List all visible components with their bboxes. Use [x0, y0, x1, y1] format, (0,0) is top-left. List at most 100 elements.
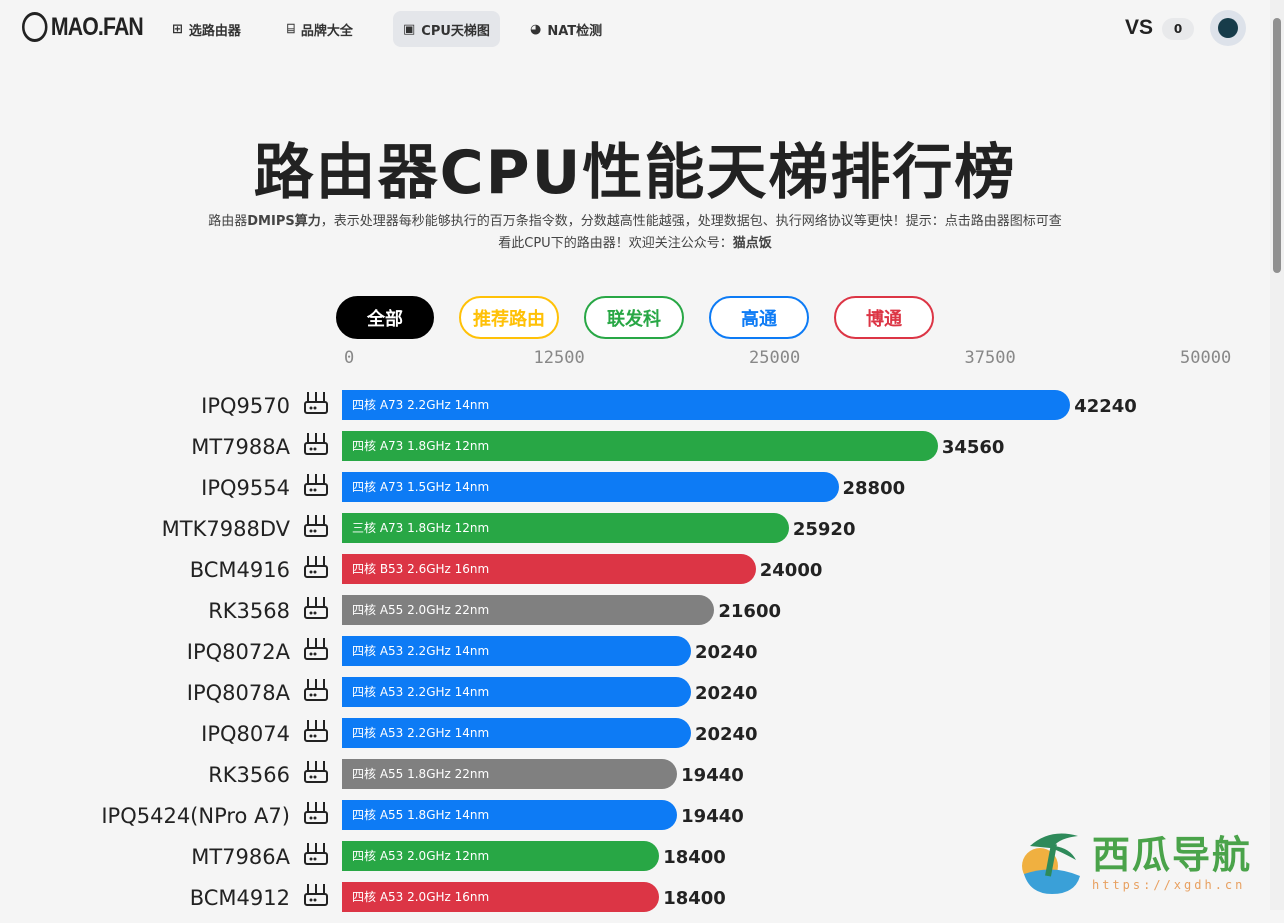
- nav-nat-test[interactable]: ◕ NAT检测: [520, 11, 612, 47]
- cpu-row: MT7986A 四核 A53 2.0GHz 12nm 18400: [0, 841, 1270, 882]
- axis-tick-label: 50000: [1180, 348, 1232, 368]
- axis-tick-label: 25000: [749, 348, 801, 368]
- router-icon[interactable]: [303, 390, 329, 416]
- cpu-name: IPQ8078A: [186, 681, 290, 705]
- cpu-name: IPQ9570: [201, 394, 290, 418]
- cpu-name: RK3566: [208, 763, 290, 787]
- cpu-row: IPQ5424(NPro A7) 四核 A55 1.8GHz 14nm 1944…: [0, 800, 1270, 841]
- axis-tick-label: 12500: [533, 348, 585, 368]
- filter-button[interactable]: 全部: [336, 296, 434, 339]
- cpu-name: IPQ8072A: [186, 640, 290, 664]
- cpu-row: IPQ8072A 四核 A53 2.2GHz 14nm 20240: [0, 636, 1270, 677]
- router-icon[interactable]: [303, 841, 329, 867]
- palm-island-icon: [1022, 833, 1080, 894]
- logo-text: MAO.FAN: [50, 12, 144, 41]
- scrollbar[interactable]: [1270, 0, 1284, 910]
- cpu-name: RK3568: [208, 599, 290, 623]
- axis-tick-label: 0: [344, 348, 355, 368]
- score-label: 28800: [842, 478, 906, 499]
- axis-tick-label: 37500: [964, 348, 1016, 368]
- score-label: 21600: [718, 601, 781, 622]
- filter-button[interactable]: 推荐路由: [459, 296, 559, 339]
- globe-icon: ◕: [530, 21, 542, 37]
- cpu-name: IPQ5424(NPro A7): [101, 804, 290, 828]
- cpu-name: BCM4912: [189, 886, 290, 910]
- nav-label: CPU天梯图: [421, 23, 490, 39]
- cat-logo-icon: [22, 12, 48, 42]
- score-bar[interactable]: 四核 A55 2.0GHz 22nm: [342, 595, 715, 625]
- score-label: 25920: [792, 519, 856, 540]
- router-icon[interactable]: [303, 759, 329, 785]
- score-bar[interactable]: 四核 A53 2.0GHz 16nm: [342, 882, 660, 912]
- filter-button[interactable]: 联发科: [584, 296, 684, 339]
- score-label: 19440: [681, 765, 744, 786]
- page-description: 路由器DMIPS算力，表示处理器每秒能够执行的百万条指令数，分数越高性能越强，处…: [208, 214, 1062, 251]
- router-icon[interactable]: [303, 472, 329, 498]
- router-icon: ⌸: [287, 21, 295, 37]
- watermark-title: 西瓜导航: [1092, 833, 1253, 877]
- score-bar[interactable]: 四核 A55 1.8GHz 22nm: [342, 759, 678, 789]
- score-bar[interactable]: 四核 A53 2.2GHz 14nm: [342, 718, 691, 748]
- score-bar[interactable]: 四核 A73 1.5GHz 14nm: [342, 472, 839, 502]
- cpu-name: MT7986A: [191, 845, 290, 869]
- page-title: 路由器CPU性能天梯排行榜: [253, 138, 1017, 208]
- score-label: 34560: [941, 437, 1005, 458]
- score-bar[interactable]: 四核 A53 2.2GHz 14nm: [342, 636, 691, 666]
- cpu-name: MTK7988DV: [161, 517, 290, 541]
- nav-cpu-ladder[interactable]: ▣ CPU天梯图: [393, 11, 500, 47]
- nav-brands[interactable]: ⌸ 品牌大全: [277, 11, 363, 47]
- vs-count-badge: 0: [1162, 18, 1194, 40]
- score-label: 18400: [663, 888, 726, 909]
- score-label: 42240: [1074, 396, 1137, 417]
- score-bar[interactable]: 三核 A73 1.8GHz 12nm: [342, 513, 789, 543]
- cpu-row: BCM4916 四核 B53 2.6GHz 16nm 24000: [0, 554, 1270, 595]
- cpu-row: MTK7988DV 三核 A73 1.8GHz 12nm 25920: [0, 513, 1270, 554]
- filter-button[interactable]: 博通: [834, 296, 934, 339]
- cpu-row: RK3568 四核 A55 2.0GHz 22nm 21600: [0, 595, 1270, 636]
- score-bar[interactable]: 四核 A73 1.8GHz 12nm: [342, 431, 938, 461]
- cpu-row: IPQ8078A 四核 A53 2.2GHz 14nm 20240: [0, 677, 1270, 718]
- scrollbar-thumb[interactable]: [1273, 18, 1281, 273]
- nav-label: NAT检测: [547, 23, 603, 39]
- router-icon[interactable]: [303, 677, 329, 703]
- watermark-logo: 西瓜导航 https://xgdh.cn: [1020, 822, 1270, 897]
- score-bar[interactable]: 四核 A55 1.8GHz 14nm: [342, 800, 678, 830]
- nav-label: 品牌大全: [300, 23, 353, 39]
- score-label: 20240: [694, 683, 758, 704]
- cpu-name: IPQ9554: [201, 476, 290, 500]
- score-bar[interactable]: 四核 A53 2.0GHz 12nm: [342, 841, 660, 871]
- filter-bar: 全部 推荐路由 联发科 高通 博通: [0, 296, 1270, 339]
- router-icon[interactable]: [303, 718, 329, 744]
- score-label: 18400: [663, 847, 726, 868]
- cpu-name: IPQ8074: [201, 722, 290, 746]
- watermark-url: https://xgdh.cn: [1092, 878, 1246, 892]
- score-bar[interactable]: 四核 B53 2.6GHz 16nm: [342, 554, 756, 584]
- cpu-row: IPQ9570 四核 A73 2.2GHz 14nm 42240: [0, 390, 1270, 431]
- router-icon[interactable]: [303, 513, 329, 539]
- cpu-row: RK3566 四核 A55 1.8GHz 22nm 19440: [0, 759, 1270, 800]
- nav-select-router[interactable]: ⊞ 选路由器: [162, 11, 251, 47]
- router-icon[interactable]: [303, 800, 329, 826]
- vs-compare[interactable]: VS: [1125, 16, 1154, 39]
- cpu-name: BCM4916: [189, 558, 290, 582]
- top-nav: MAO.FAN ⊞ 选路由器 ⌸ 品牌大全 ▣ CPU天梯图 ◕ NAT检测 VS 0: [0, 0, 1284, 58]
- chip-icon: ▣: [403, 21, 416, 37]
- score-bar[interactable]: 四核 A53 2.2GHz 14nm: [342, 677, 691, 707]
- nav-label: 选路由器: [188, 23, 241, 39]
- score-label: 19440: [681, 806, 744, 827]
- cpu-row: MT7988A 四核 A73 1.8GHz 12nm 34560: [0, 431, 1270, 472]
- router-icon[interactable]: [303, 595, 329, 621]
- cpu-row: BCM4912 四核 A53 2.0GHz 16nm 18400: [0, 882, 1270, 923]
- router-icon[interactable]: [303, 431, 329, 457]
- grid-icon: ⊞: [172, 21, 183, 37]
- cpu-name: MT7988A: [191, 435, 290, 459]
- router-icon[interactable]: [303, 554, 329, 580]
- site-logo[interactable]: MAO.FAN: [22, 12, 144, 42]
- cpu-row: IPQ9554 四核 A73 1.5GHz 14nm 28800: [0, 472, 1270, 513]
- score-bar[interactable]: 四核 A73 2.2GHz 14nm: [342, 390, 1071, 420]
- router-icon[interactable]: [303, 882, 329, 908]
- filter-button[interactable]: 高通: [709, 296, 809, 339]
- cpu-row: IPQ8074 四核 A53 2.2GHz 14nm 20240: [0, 718, 1270, 759]
- avatar[interactable]: [1210, 10, 1246, 46]
- router-icon[interactable]: [303, 636, 329, 662]
